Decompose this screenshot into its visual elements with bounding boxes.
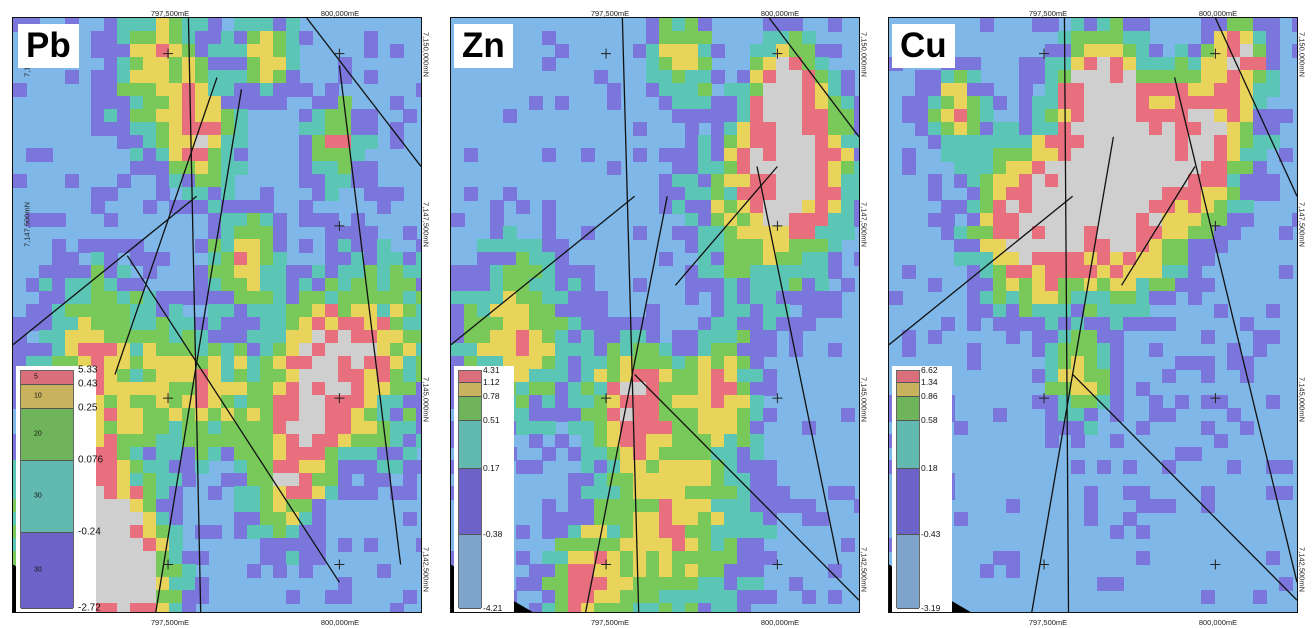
element-label-cu: Cu	[892, 24, 955, 68]
legend-percent-label: 30	[34, 492, 42, 500]
legend-segment	[21, 409, 73, 462]
easting-label-top-left: 797,500mE	[1028, 9, 1068, 18]
easting-label-top-right: 800,000mE	[760, 9, 800, 18]
legend-segment	[459, 420, 481, 469]
legend-value-label: 0.17	[483, 462, 500, 473]
northing-label-left-2: 7,147,500mN	[22, 201, 32, 248]
legend-color-bar	[896, 370, 920, 609]
legend-percent-label: 5	[34, 373, 38, 381]
easting-label-bottom-right: 800,000mE	[760, 618, 800, 627]
easting-label-bottom-left: 797,500mE	[1028, 618, 1068, 627]
legend-value-label: 0.78	[483, 391, 500, 402]
legend-percent-label: 10	[34, 392, 42, 400]
legend-segment	[459, 468, 481, 536]
legend-pb: 5 10 20 30 30 5.33 0.43 0.25 0.076 -0.24 -2.72	[16, 364, 103, 614]
legend-segment	[897, 382, 919, 398]
legend-value-label: 0.86	[921, 391, 938, 402]
legend-cu: 6.62 1.34 0.86 0.58 0.18 -0.43 -3.19	[892, 365, 952, 613]
element-label-pb: Pb	[18, 24, 79, 68]
legend-value-label: 0.25	[78, 402, 98, 414]
legend-value-label: -4.21	[483, 603, 503, 613]
legend-segment	[897, 371, 919, 383]
legend-segment	[459, 535, 481, 609]
legend-segment	[21, 532, 73, 609]
easting-label-bottom-right: 800,000mE	[320, 618, 360, 627]
legend-segment	[459, 382, 481, 398]
legend-value-label: 0.076	[78, 454, 104, 466]
easting-label-top-right: 800,000mE	[1198, 9, 1238, 18]
legend-value-label: 5.33	[78, 364, 98, 376]
legend-value-label: 6.62	[921, 365, 938, 375]
legend-value-label: -2.72	[78, 602, 101, 614]
legend-value-label: -0.24	[78, 526, 101, 538]
anomaly-raster	[889, 18, 1297, 612]
legend-segment	[459, 371, 481, 383]
northing-label-right-2: 7,147,500mN	[1297, 201, 1307, 248]
legend-value-label: 1.34	[921, 376, 938, 387]
legend-segment	[897, 535, 919, 609]
anomaly-raster	[451, 18, 859, 612]
geochemical-map-pb	[12, 17, 422, 613]
legend-zn: 4.31 1.12 0.78 0.51 0.17 -0.38 -4.21	[454, 365, 514, 613]
legend-color-bar	[458, 370, 482, 609]
map-panel-zn: 797,500mE 800,000mE 7,150,000mN 7,147,50…	[440, 0, 872, 628]
geochemical-map-zn	[450, 17, 860, 613]
anomaly-raster	[13, 18, 421, 612]
legend-value-label: 0.58	[921, 414, 938, 425]
northing-label-right-1: 7,150,000mN	[1297, 31, 1307, 78]
northing-label-right-4: 7,142,500mN	[1297, 546, 1307, 593]
legend-segment	[897, 397, 919, 421]
legend-segment	[897, 468, 919, 536]
northing-label-right-4: 7,142,500mN	[859, 546, 869, 593]
northing-label-right-1: 7,150,000mN	[421, 31, 431, 78]
northing-label-right-3: 7,145,000mN	[1297, 376, 1307, 423]
northing-label-right-2: 7,147,500mN	[859, 201, 869, 248]
easting-label-bottom-right: 800,000mE	[1198, 618, 1238, 627]
legend-value-label: 0.43	[78, 378, 98, 390]
legend-value-label: 0.18	[921, 462, 938, 473]
easting-label-bottom-left: 797,500mE	[150, 618, 190, 627]
geochemical-map-cu	[888, 17, 1298, 613]
legend-value-label: 0.51	[483, 414, 500, 425]
legend-percent-label: 30	[34, 566, 42, 574]
legend-segment	[21, 385, 73, 410]
element-label-zn: Zn	[454, 24, 513, 68]
northing-label-right-3: 7,145,000mN	[859, 376, 869, 423]
legend-percent-label: 20	[34, 430, 42, 438]
northing-label-right-2: 7,147,500mN	[421, 201, 431, 248]
legend-segment	[897, 420, 919, 469]
map-panel-pb: 797,500mE 800,000mE 7,150,000mN 7,147,50…	[0, 0, 432, 628]
easting-label-top-right: 800,000mE	[320, 9, 360, 18]
legend-value-label: 4.31	[483, 365, 500, 375]
easting-label-bottom-left: 797,500mE	[590, 618, 630, 627]
legend-color-bar	[20, 370, 74, 609]
legend-value-label: -0.38	[483, 529, 503, 540]
northing-label-right-1: 7,150,000mN	[859, 31, 869, 78]
easting-label-top-left: 797,500mE	[590, 9, 630, 18]
northing-label-right-3: 7,145,000mN	[421, 376, 431, 423]
legend-value-label: -0.43	[921, 529, 941, 540]
legend-segment	[21, 461, 73, 533]
legend-value-label: 1.12	[483, 376, 500, 387]
northing-label-right-4: 7,142,500mN	[421, 546, 431, 593]
map-panel-cu: 797,500mE 800,000mE 7,150,000mN 7,147,50…	[878, 0, 1310, 628]
legend-segment	[21, 371, 73, 386]
legend-segment	[459, 397, 481, 421]
easting-label-top-left: 797,500mE	[150, 9, 190, 18]
legend-value-label: -3.19	[921, 603, 941, 613]
